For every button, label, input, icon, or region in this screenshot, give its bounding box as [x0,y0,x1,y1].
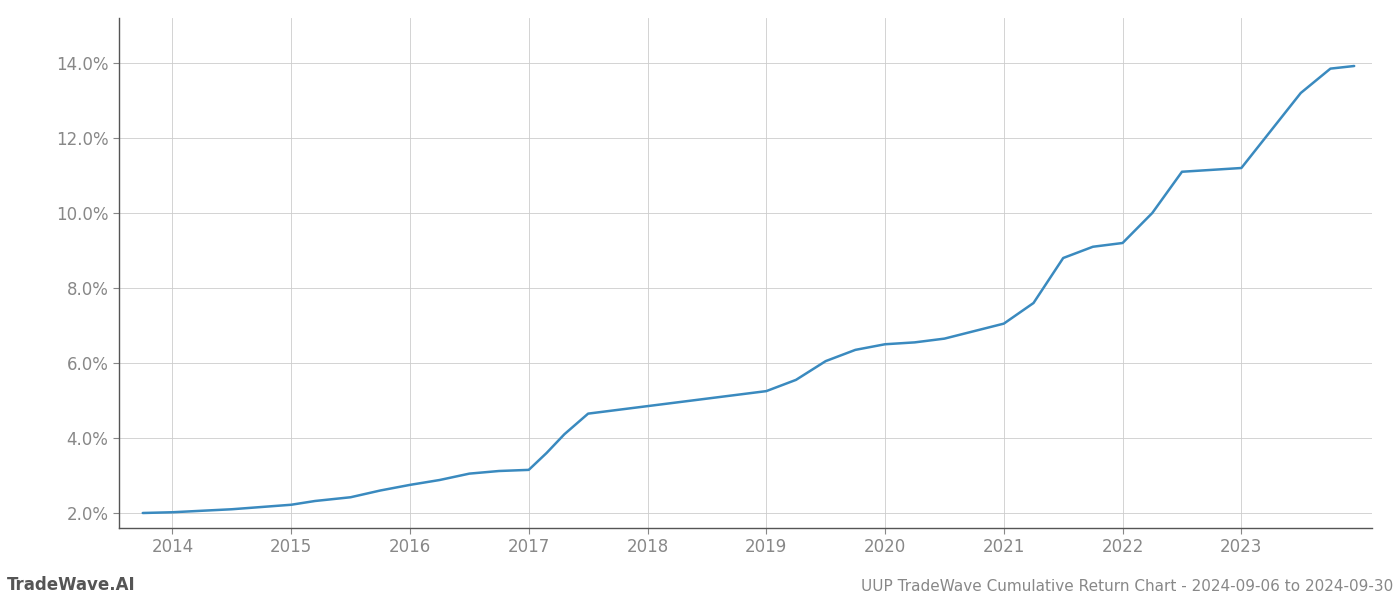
Text: UUP TradeWave Cumulative Return Chart - 2024-09-06 to 2024-09-30: UUP TradeWave Cumulative Return Chart - … [861,579,1393,594]
Text: TradeWave.AI: TradeWave.AI [7,576,136,594]
